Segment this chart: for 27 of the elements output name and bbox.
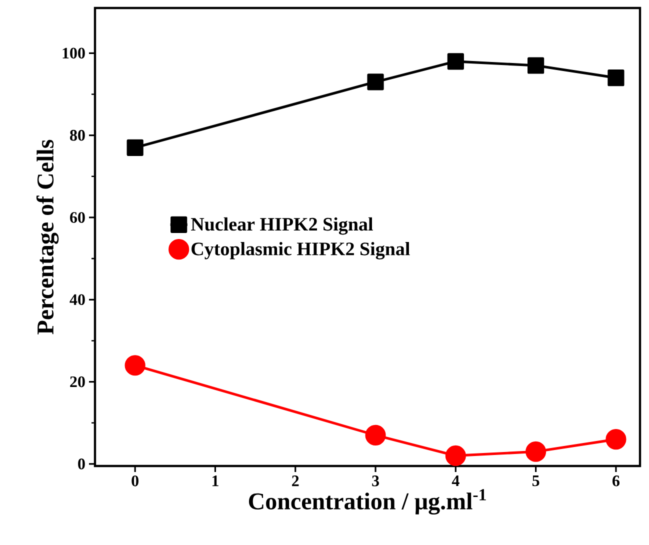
y-tick-label: 40: [70, 294, 85, 306]
x-tick-label: 1: [212, 476, 218, 486]
x-tick-label: 5: [532, 476, 540, 486]
y-tick-label: 80: [70, 130, 85, 141]
point: [528, 57, 544, 74]
x-axis-title: Concentration / μg.ml$^{-1}$: [248, 489, 486, 515]
x-tick-label: 3: [372, 476, 379, 486]
point: [124, 355, 146, 376]
point: [447, 53, 464, 70]
legend-label: Cytoplasmic HIPK2 Signal: [192, 242, 410, 260]
point: [608, 70, 624, 86]
legend-label: Nuclear HIPK2 Signal: [190, 217, 373, 235]
point: [126, 139, 144, 156]
y-tick-label: 60: [70, 212, 85, 223]
x-tick-label: 2: [292, 476, 299, 486]
x-tick-label: 0: [132, 476, 138, 486]
x-tick-label: 6: [612, 476, 620, 486]
point: [606, 429, 626, 450]
point: [365, 424, 386, 446]
y-tick-label: 100: [62, 48, 85, 59]
point: [445, 445, 466, 466]
x-tick-label: 4: [452, 476, 460, 486]
point: [367, 74, 384, 90]
point: [526, 441, 546, 462]
y-tick-label: 0: [78, 458, 85, 470]
y-tick-label: 20: [70, 376, 85, 388]
y-axis-title: Percentage of Cells: [36, 140, 59, 334]
